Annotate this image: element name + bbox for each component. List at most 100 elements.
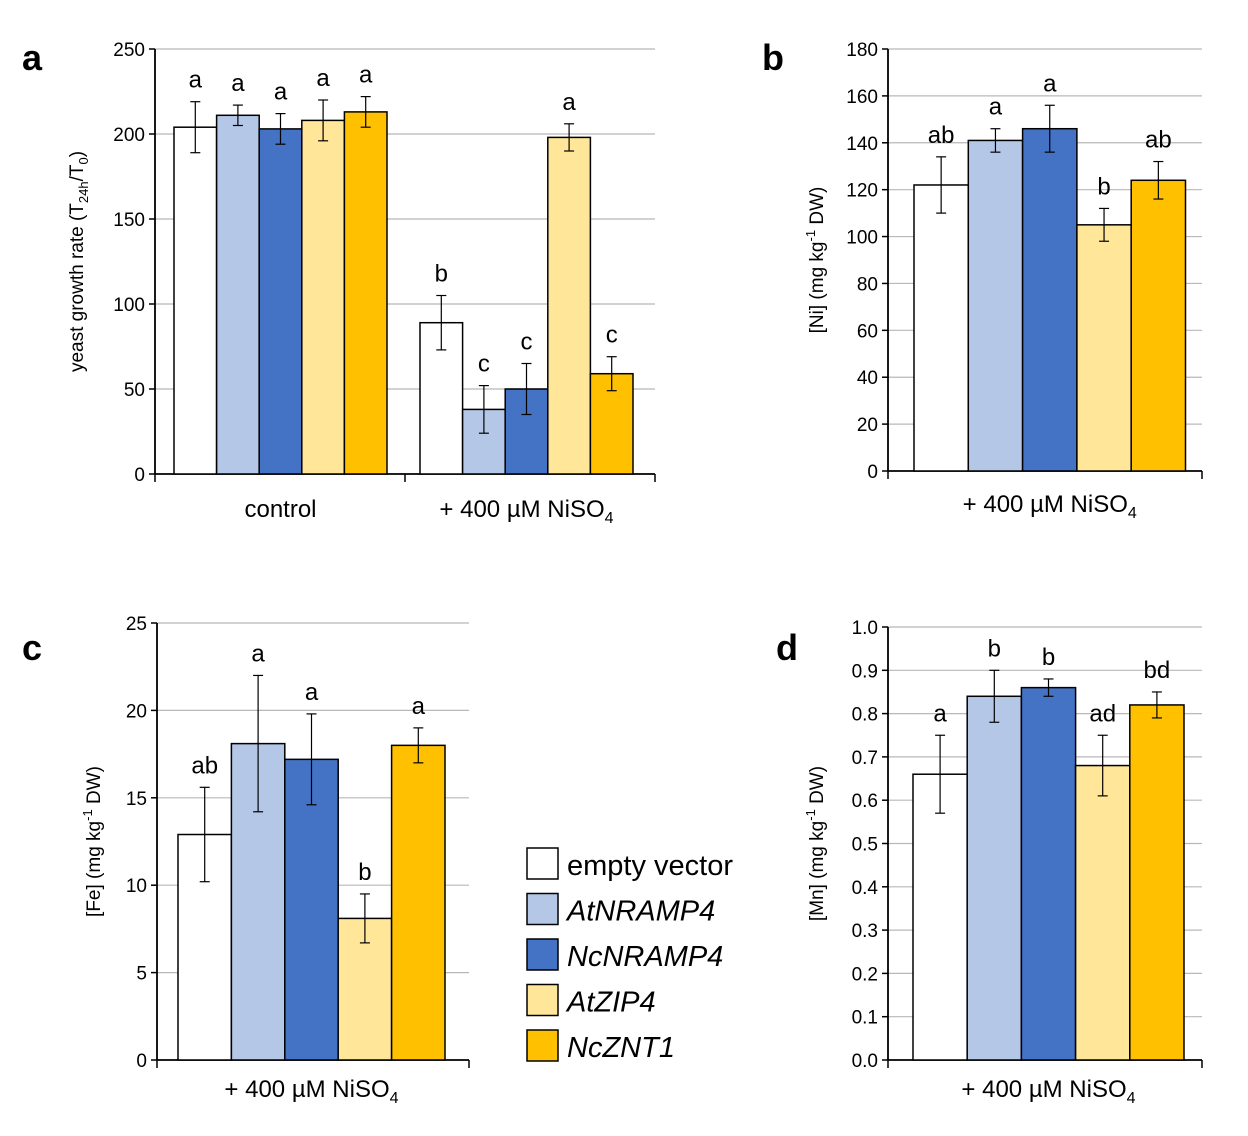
bar-empty_vector: [913, 184, 970, 472]
y-axis-label-sup: -1: [803, 809, 818, 821]
x-category-label-main: + 400 µM NiSO: [963, 491, 1128, 518]
y-axis-label-sup: -1: [80, 809, 95, 821]
significance-letter: a: [562, 89, 576, 116]
y-tick-label: 60: [857, 321, 878, 342]
significance-letter: a: [231, 70, 245, 97]
bar-NcNRAMP4: [1021, 127, 1078, 472]
x-category-label-main: control: [244, 496, 316, 523]
y-axis-label-main: [Fe] (mg kg: [84, 821, 105, 917]
y-tick-label: 0: [867, 462, 878, 483]
y-tick-label: 0.0: [852, 1051, 878, 1072]
significance-letter: bd: [1144, 657, 1171, 684]
y-tick-label: 5: [136, 964, 147, 985]
x-category-label: control: [244, 496, 316, 523]
y-tick-label: 80: [857, 274, 878, 295]
legend: empty vector AtNRAMP4 NcNRAMP4 AtZIP4 NcZNT1: [526, 847, 733, 1064]
panel-letter: d: [776, 627, 798, 668]
legend-swatch-empty_vector: [526, 847, 559, 880]
bar-NcNRAMP4: [284, 758, 339, 1061]
bar-AtNRAMP4: [215, 114, 260, 475]
y-tick-label: 100: [113, 295, 145, 316]
y-tick-label: 10: [126, 876, 147, 897]
y-tick-label: 40: [857, 368, 878, 389]
significance-letter: ab: [191, 752, 218, 779]
y-axis-label-sub: 24h: [76, 181, 91, 203]
significance-letter: ab: [1145, 127, 1172, 154]
y-tick-label: 0: [136, 1051, 147, 1072]
y-tick-label: 250: [113, 40, 145, 61]
panel-d: d 0.0 0.1 0.2 0.3 0.4 0.5 0.6 0.7 0.8 0.9 1.0 [Mn] (…: [776, 618, 1203, 1107]
y-tick-label: 0.8: [852, 705, 878, 726]
x-category-label-main: + 400 µM NiSO: [224, 1076, 389, 1103]
y-axis-label-end: DW): [84, 766, 105, 809]
bar-NcZNT1: [1129, 704, 1185, 1061]
significance-letter: c: [606, 322, 618, 349]
x-category-label-main: + 400 µM NiSO: [961, 1076, 1126, 1103]
y-axis-label: [Ni] (mg kg-1 DW): [803, 187, 828, 334]
x-category-label-sub: 4: [390, 1090, 399, 1107]
legend-label: AtNRAMP4: [565, 896, 715, 928]
y-tick-label: 25: [126, 614, 147, 635]
panel-letter: c: [22, 627, 42, 668]
y-axis-label-sup: -1: [803, 230, 818, 242]
y-tick-label: 20: [126, 701, 147, 722]
bar-AtNRAMP4: [966, 695, 1023, 1061]
y-axis-label-end: DW): [807, 187, 828, 230]
significance-letter: b: [435, 261, 448, 288]
significance-letter: a: [1043, 70, 1057, 97]
significance-letter: b: [358, 859, 371, 886]
significance-letter: b: [988, 635, 1001, 662]
significance-letter: b: [1097, 173, 1110, 200]
bar-AtZIP4: [547, 136, 592, 475]
x-category-label-sub: 4: [605, 510, 614, 527]
significance-letter: ad: [1089, 700, 1116, 727]
y-axis-label-main: [Ni] (mg kg: [807, 241, 828, 333]
bar-AtZIP4: [1074, 764, 1131, 1061]
y-axis-label-main: [Mn] (mg kg: [807, 821, 828, 921]
legend-swatch-NcNRAMP4: [526, 938, 559, 971]
bar-NcNRAMP4: [258, 128, 303, 475]
y-tick-label: 0.7: [852, 748, 878, 769]
significance-letter: a: [316, 65, 330, 92]
legend-swatch-NcZNT1: [526, 1029, 559, 1062]
bar-NcZNT1: [390, 744, 446, 1061]
significance-letter: a: [412, 693, 426, 720]
y-tick-label: 140: [846, 134, 878, 155]
y-tick-label: 0.1: [852, 1008, 878, 1029]
y-tick-label: 0.6: [852, 791, 878, 812]
y-tick-label: 120: [846, 181, 878, 202]
bar-empty_vector: [173, 126, 218, 475]
significance-letter: c: [478, 351, 490, 378]
y-tick-label: 0.3: [852, 921, 878, 942]
legend-label: NcNRAMP4: [567, 941, 723, 973]
significance-letter: a: [274, 79, 288, 106]
y-tick-label: 1.0: [852, 618, 878, 639]
y-axis-label-mid: /T: [67, 164, 88, 181]
y-tick-label: 200: [113, 125, 145, 146]
bar-NcZNT1: [1130, 179, 1187, 472]
y-axis-label: yeast growth rate (T24h/T0): [67, 151, 91, 372]
significance-letter: a: [933, 700, 947, 727]
significance-letter: a: [251, 640, 265, 667]
panel-b: b 0 20 40 60 80 100 120 140 160 180 [Ni] (mg kg-1 D…: [762, 37, 1203, 522]
x-category-label: + 400 µM NiSO4: [963, 491, 1137, 522]
y-tick-label: 50: [124, 380, 145, 401]
y-axis-label-end: ): [67, 151, 88, 157]
bar-NcZNT1: [343, 111, 388, 475]
x-category-label: + 400 µM NiSO4: [961, 1076, 1135, 1107]
y-tick-label: 180: [846, 40, 878, 61]
x-category-label-main: + 400 µM NiSO: [439, 496, 604, 523]
x-category-label-sub: 4: [1128, 505, 1137, 522]
y-tick-label: 100: [846, 228, 878, 249]
significance-letter: ab: [928, 122, 955, 149]
y-tick-label: 0.4: [852, 878, 879, 899]
bar-NcNRAMP4: [1020, 686, 1077, 1061]
y-axis-label-sub: 0: [76, 157, 91, 164]
legend-label: NcZNT1: [567, 1032, 675, 1064]
y-axis-label: [Fe] (mg kg-1 DW): [80, 766, 105, 917]
significance-letter: a: [359, 62, 373, 89]
significance-letter: a: [189, 67, 203, 94]
bar-AtZIP4: [1076, 224, 1132, 472]
